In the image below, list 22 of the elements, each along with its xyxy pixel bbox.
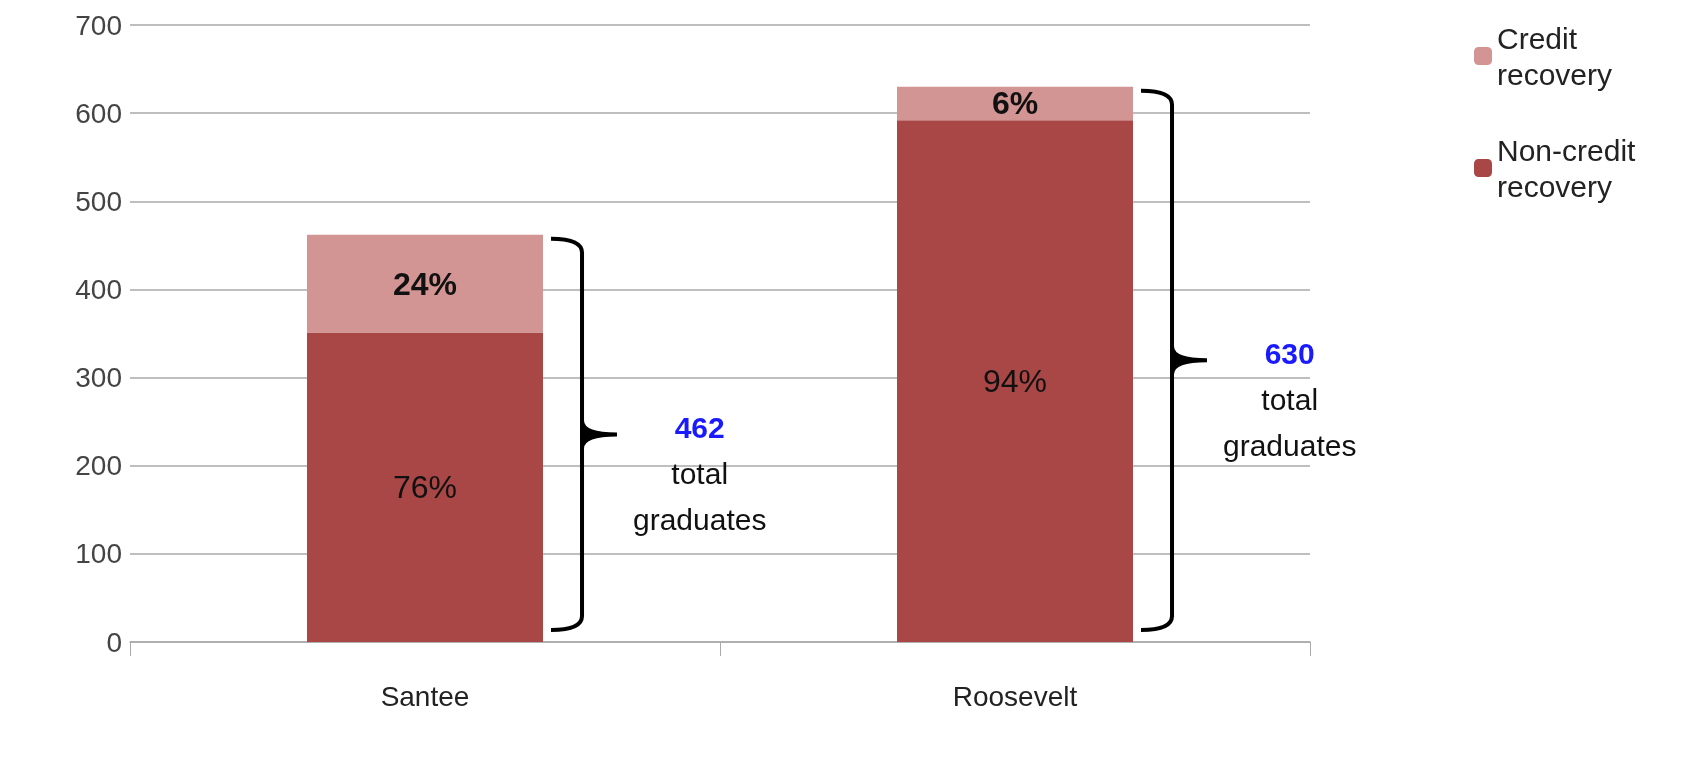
y-tick-label: 200: [75, 450, 122, 482]
y-tick-label: 0: [106, 626, 122, 658]
y-tick-label: 500: [75, 185, 122, 217]
y-tick-label: 700: [75, 9, 122, 41]
bar: [307, 234, 543, 333]
annotation: 94%: [982, 363, 1048, 400]
bar: [307, 332, 543, 642]
x-tick-label: Roosevelt: [952, 680, 1078, 712]
legend-label: Credit recovery: [1497, 21, 1613, 91]
legend-label: Non-credit recovery: [1497, 133, 1644, 203]
annotation: 462 total graduates: [633, 410, 767, 536]
annotation: 630 total graduates: [1223, 336, 1357, 462]
y-tick-label: 100: [75, 538, 122, 570]
bar: [897, 120, 1133, 642]
y-tick-label: 600: [75, 97, 122, 129]
x-tick-label: Santee: [380, 680, 470, 712]
annotation: 76%: [392, 469, 458, 506]
y-tick-label: 300: [75, 362, 122, 394]
annotation: 6%: [991, 85, 1039, 122]
y-tick-label: 400: [75, 273, 122, 305]
annotation: 24%: [392, 265, 458, 302]
bar: [897, 86, 1133, 121]
